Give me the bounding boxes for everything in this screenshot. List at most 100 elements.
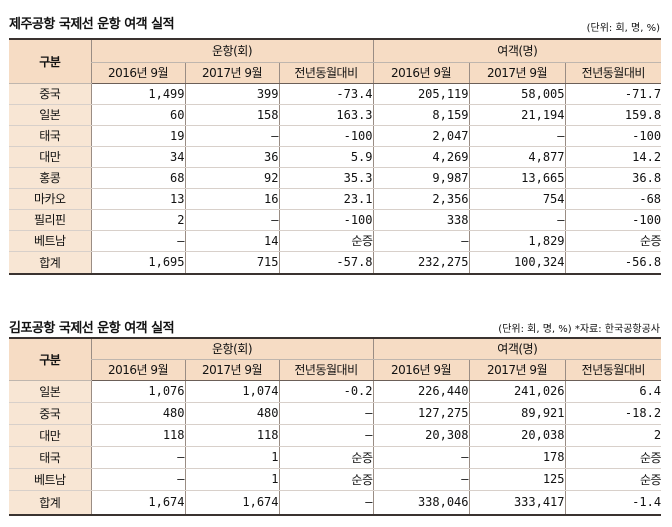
- flights-group-header: 운항(회): [90, 38, 374, 63]
- column-header: 2016년 9월: [90, 359, 185, 381]
- row-label: 일본: [9, 380, 91, 403]
- table-row: 태국 –1 순증 –178 순증: [9, 446, 662, 469]
- table-cell: 1: [184, 468, 279, 491]
- table-cell: 5.9: [278, 146, 374, 168]
- table-cell: –: [90, 468, 185, 491]
- total-row: 합계 1,674 1,674–338,046 333,417 -1.4: [9, 489, 662, 516]
- row-label: 대만: [9, 146, 91, 168]
- table-cell: -100: [278, 209, 374, 231]
- table-row: 베트남 –14 순증 –1,829 순증: [9, 230, 662, 252]
- column-header: 2016년 9월: [372, 359, 470, 381]
- column-header: 2017년 9월: [184, 62, 279, 84]
- column-header: 2017년 9월: [468, 359, 566, 381]
- table-cell: –: [184, 209, 279, 231]
- table-cell: 60: [90, 104, 185, 126]
- table-cell: 35.3: [278, 167, 374, 189]
- table-cell: 100,324: [468, 250, 566, 275]
- table-cell: 754: [468, 188, 566, 210]
- table-cell: -0.2: [278, 380, 374, 403]
- table-row: 홍콩 68 92 35.3 9,987 13,665 36.8: [9, 167, 662, 189]
- row-label: 중국: [9, 402, 91, 425]
- row-label: 필리핀: [9, 209, 91, 231]
- table-cell: 36: [184, 146, 279, 168]
- table-cell: 1,695: [90, 250, 185, 275]
- table-cell: –: [468, 125, 566, 147]
- table-cell: 2,356: [372, 188, 470, 210]
- table-cell: 2: [564, 424, 662, 447]
- table2-title: 김포공항 국제선 운항 여객 실적: [9, 321, 175, 336]
- table-cell: 480: [90, 402, 185, 425]
- table-cell: –: [278, 424, 374, 447]
- table-cell: -100: [564, 125, 662, 147]
- table-cell: 118: [90, 424, 185, 447]
- row-label: 베트남: [9, 230, 91, 252]
- table-cell: 92: [184, 167, 279, 189]
- table-cell: 8,159: [372, 104, 470, 126]
- table-cell: 58,005: [468, 83, 566, 105]
- row-label: 태국: [9, 446, 91, 469]
- table-cell: 715: [184, 250, 279, 275]
- table-cell: 순증: [564, 468, 662, 491]
- row-label: 대만: [9, 424, 91, 447]
- table-cell: 178: [468, 446, 566, 469]
- table-cell: 16: [184, 188, 279, 210]
- table-cell: 13,665: [468, 167, 566, 189]
- column-header: 전년동월대비: [564, 62, 662, 84]
- table-cell: 6.4: [564, 380, 662, 403]
- table-cell: 338: [372, 209, 470, 231]
- row-label: 중국: [9, 83, 91, 105]
- table-cell: 34: [90, 146, 185, 168]
- table1-unit-note: (단위: 회, 명, %): [586, 23, 660, 34]
- table-cell: 순증: [278, 230, 374, 252]
- table-cell: 21,194: [468, 104, 566, 126]
- table-cell: 순증: [564, 230, 662, 252]
- table-cell: 1,829: [468, 230, 566, 252]
- table2-unit-note: (단위: 회, 명, %) *자료: 한국공항공사: [498, 324, 660, 335]
- table-row: 필리핀 2– -100 338– -100: [9, 209, 662, 231]
- table-row: 일본 1,076 1,074 -0.2 226,440 241,026 6.4: [9, 380, 662, 403]
- table-cell: 480: [184, 402, 279, 425]
- table-cell: 순증: [278, 468, 374, 491]
- table-cell: -56.8: [564, 250, 662, 275]
- table-cell: 399: [184, 83, 279, 105]
- table-cell: 1,499: [90, 83, 185, 105]
- table-cell: –: [372, 446, 470, 469]
- table-cell: 333,417: [468, 489, 566, 516]
- table-cell: –: [372, 468, 470, 491]
- table-cell: 89,921: [468, 402, 566, 425]
- column-header: 2017년 9월: [468, 62, 566, 84]
- table-cell: -57.8: [278, 250, 374, 275]
- table-cell: 9,987: [372, 167, 470, 189]
- total-row: 합계 1,695 715 -57.8 232,275 100,324 -56.8: [9, 250, 662, 275]
- table-cell: -100: [564, 209, 662, 231]
- table-cell: 125: [468, 468, 566, 491]
- passengers-group-header: 여객(명): [372, 38, 662, 63]
- table-cell: 163.3: [278, 104, 374, 126]
- row-label: 마카오: [9, 188, 91, 210]
- table-cell: 1,074: [184, 380, 279, 403]
- table-row: 태국 19– -100 2,047– -100: [9, 125, 662, 147]
- table-cell: -71.7: [564, 83, 662, 105]
- table-cell: 127,275: [372, 402, 470, 425]
- table-cell: 2: [90, 209, 185, 231]
- table-cell: 20,308: [372, 424, 470, 447]
- table-cell: 1,674: [90, 489, 185, 516]
- table-cell: 158: [184, 104, 279, 126]
- table-cell: -73.4: [278, 83, 374, 105]
- table-cell: 순증: [278, 446, 374, 469]
- table-cell: –: [278, 489, 374, 516]
- table-cell: -100: [278, 125, 374, 147]
- table-cell: -68: [564, 188, 662, 210]
- table-row: 베트남 –1 순증 –125 순증: [9, 468, 662, 491]
- table-cell: 36.8: [564, 167, 662, 189]
- table-row: 대만 34 36 5.9 4,269 4,877 14.2: [9, 146, 662, 168]
- flights-group-header: 운항(회): [90, 337, 374, 360]
- jeju-airport-table: 구분 운항(회) 여객(명) 2016년 9월 2017년 9월 전년동월대비 …: [9, 38, 662, 275]
- table-cell: 1,076: [90, 380, 185, 403]
- table-cell: -18.2: [564, 402, 662, 425]
- table-cell: –: [468, 209, 566, 231]
- table-cell: –: [184, 125, 279, 147]
- table-cell: –: [90, 446, 185, 469]
- table-row: 마카오 13 16 23.1 2,356 754 -68: [9, 188, 662, 210]
- gimpo-airport-table: 구분 운항(회) 여객(명) 2016년 9월 2017년 9월 전년동월대비 …: [9, 337, 662, 516]
